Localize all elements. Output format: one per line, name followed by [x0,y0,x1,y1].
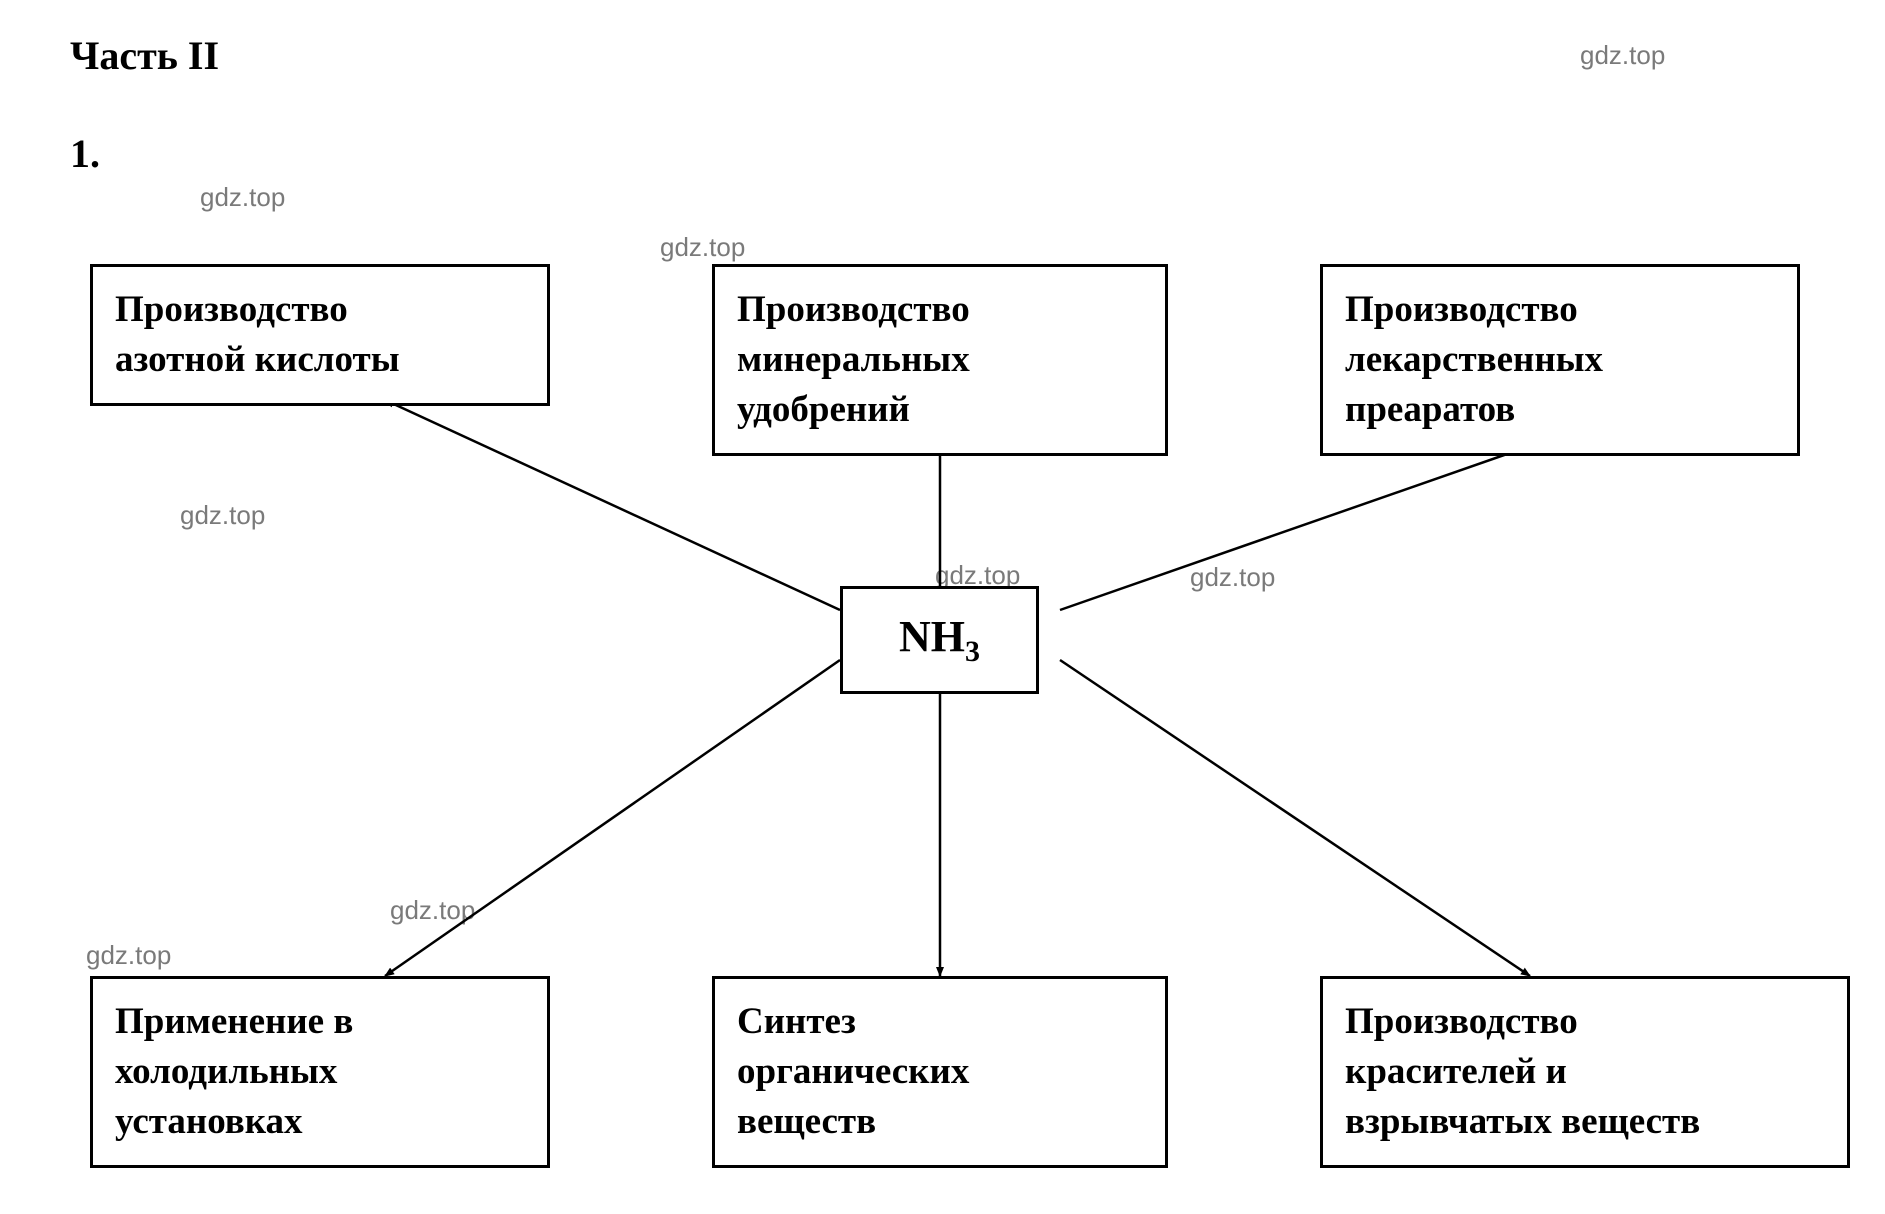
diagram-node: Производствокрасителей ивзрывчатых вещес… [1320,976,1850,1168]
diagram-node: Производствоазотной кислоты [90,264,550,406]
diagram-edge [1060,660,1530,976]
center-formula: NH3 [840,586,1039,694]
diagram-edge [385,660,840,976]
ammonia-diagram: Производствоазотной кислоты Производством… [0,0,1885,1214]
formula-base: NH [899,612,965,661]
formula-subscript: 3 [965,635,980,668]
diagram-node: Синтезорганическихвеществ [712,976,1168,1168]
diagram-edge [1060,446,1530,610]
diagram-node: Производстволекарственныхпреаратов [1320,264,1800,456]
diagram-node: Применение вхолодильныхустановках [90,976,550,1168]
diagram-node: Производствоминеральныхудобрений [712,264,1168,456]
